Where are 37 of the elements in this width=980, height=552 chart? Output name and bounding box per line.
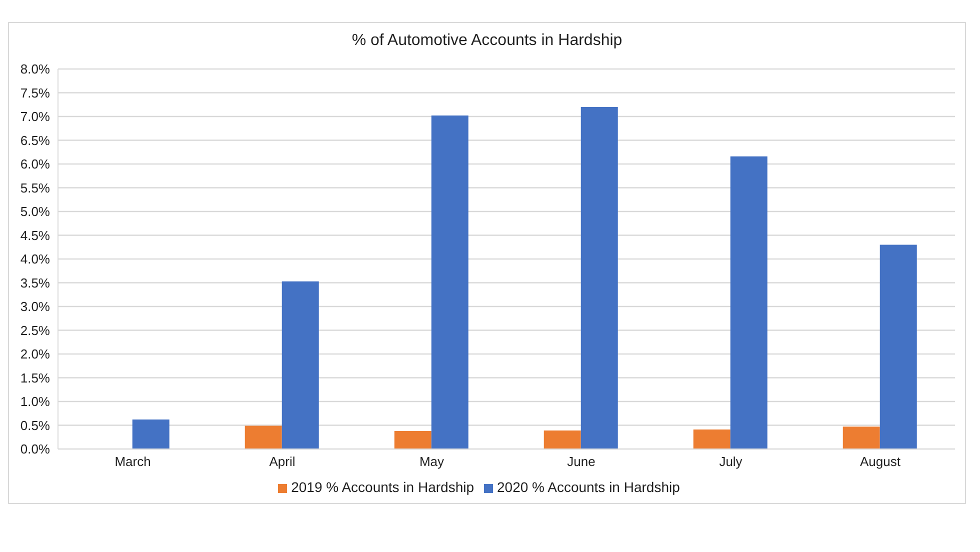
- bar: [880, 244, 917, 449]
- legend-label: 2019 % Accounts in Hardship: [291, 479, 474, 495]
- y-tick-label: 8.0%: [20, 62, 50, 77]
- bar: [580, 107, 618, 449]
- x-tick-label: June: [567, 454, 596, 470]
- y-tick-label: 2.0%: [20, 346, 50, 362]
- y-tick-label: 1.0%: [20, 394, 50, 410]
- y-tick-label: 0.0%: [20, 442, 50, 457]
- bar: [282, 281, 319, 449]
- y-tick-label: 0.5%: [20, 418, 50, 433]
- y-tick-label: 3.0%: [20, 299, 50, 314]
- bar: [693, 430, 730, 449]
- bar: [431, 116, 468, 449]
- y-tick-label: 6.0%: [20, 156, 50, 172]
- bar: [544, 430, 581, 449]
- y-tick-label: 2.5%: [20, 322, 50, 338]
- y-tick-label: 1.5%: [20, 370, 50, 386]
- bar: [394, 430, 432, 449]
- y-tick-label: 3.5%: [20, 275, 50, 290]
- y-tick-label: 5.0%: [20, 204, 50, 220]
- y-tick-label: 7.0%: [20, 109, 50, 124]
- y-tick-label: 7.5%: [20, 85, 50, 100]
- y-tick-label: 6.5%: [20, 132, 50, 148]
- x-tick-label: April: [269, 454, 296, 470]
- legend-label: 2020 % Accounts in Hardship: [497, 479, 680, 495]
- y-tick-label: 4.0%: [20, 252, 50, 267]
- bar: [730, 156, 768, 449]
- y-tick-label: 4.5%: [20, 228, 50, 243]
- chart-title: % of Automotive Accounts in Hardship: [350, 31, 624, 51]
- y-tick-label: 5.5%: [20, 180, 50, 196]
- bar: [132, 420, 170, 449]
- x-tick-label: August: [860, 454, 901, 470]
- x-tick-label: March: [114, 454, 151, 470]
- x-tick-label: May: [419, 454, 445, 470]
- bar: [842, 426, 880, 449]
- x-tick-label: July: [719, 454, 743, 470]
- bar: [244, 426, 282, 449]
